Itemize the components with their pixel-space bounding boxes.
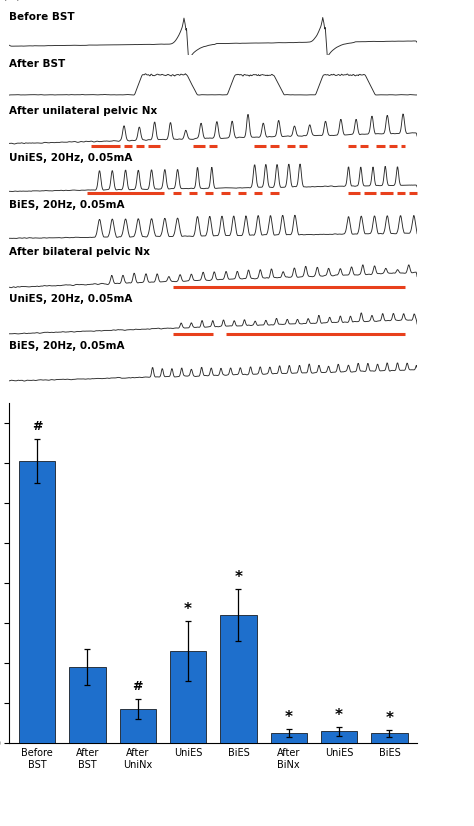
Text: After BST: After BST bbox=[9, 59, 66, 69]
Bar bbox=[321, 731, 357, 743]
Bar bbox=[19, 461, 55, 743]
Text: BiES, 20Hz, 0.05mA: BiES, 20Hz, 0.05mA bbox=[9, 341, 125, 352]
Text: (A): (A) bbox=[1, 0, 22, 1]
Text: UniES, 20Hz, 0.05mA: UniES, 20Hz, 0.05mA bbox=[9, 154, 133, 164]
Bar bbox=[271, 733, 307, 743]
Bar bbox=[220, 615, 256, 743]
Text: #: # bbox=[32, 420, 42, 433]
Text: After bilateral pelvic Nx: After bilateral pelvic Nx bbox=[9, 247, 150, 258]
Bar bbox=[120, 710, 156, 743]
Text: *: * bbox=[235, 570, 243, 585]
Text: After unilateral pelvic Nx: After unilateral pelvic Nx bbox=[9, 107, 158, 116]
Text: *: * bbox=[335, 708, 343, 723]
Text: *: * bbox=[184, 602, 192, 617]
Bar bbox=[170, 651, 206, 743]
Text: *: * bbox=[385, 711, 393, 726]
Text: *: * bbox=[285, 710, 293, 725]
Text: #: # bbox=[133, 681, 143, 693]
Text: UniES, 20Hz, 0.05mA: UniES, 20Hz, 0.05mA bbox=[9, 294, 133, 305]
Text: BiES, 20Hz, 0.05mA: BiES, 20Hz, 0.05mA bbox=[9, 200, 125, 211]
Bar bbox=[371, 733, 408, 743]
Bar bbox=[69, 667, 106, 743]
Text: Before BST: Before BST bbox=[9, 12, 75, 22]
